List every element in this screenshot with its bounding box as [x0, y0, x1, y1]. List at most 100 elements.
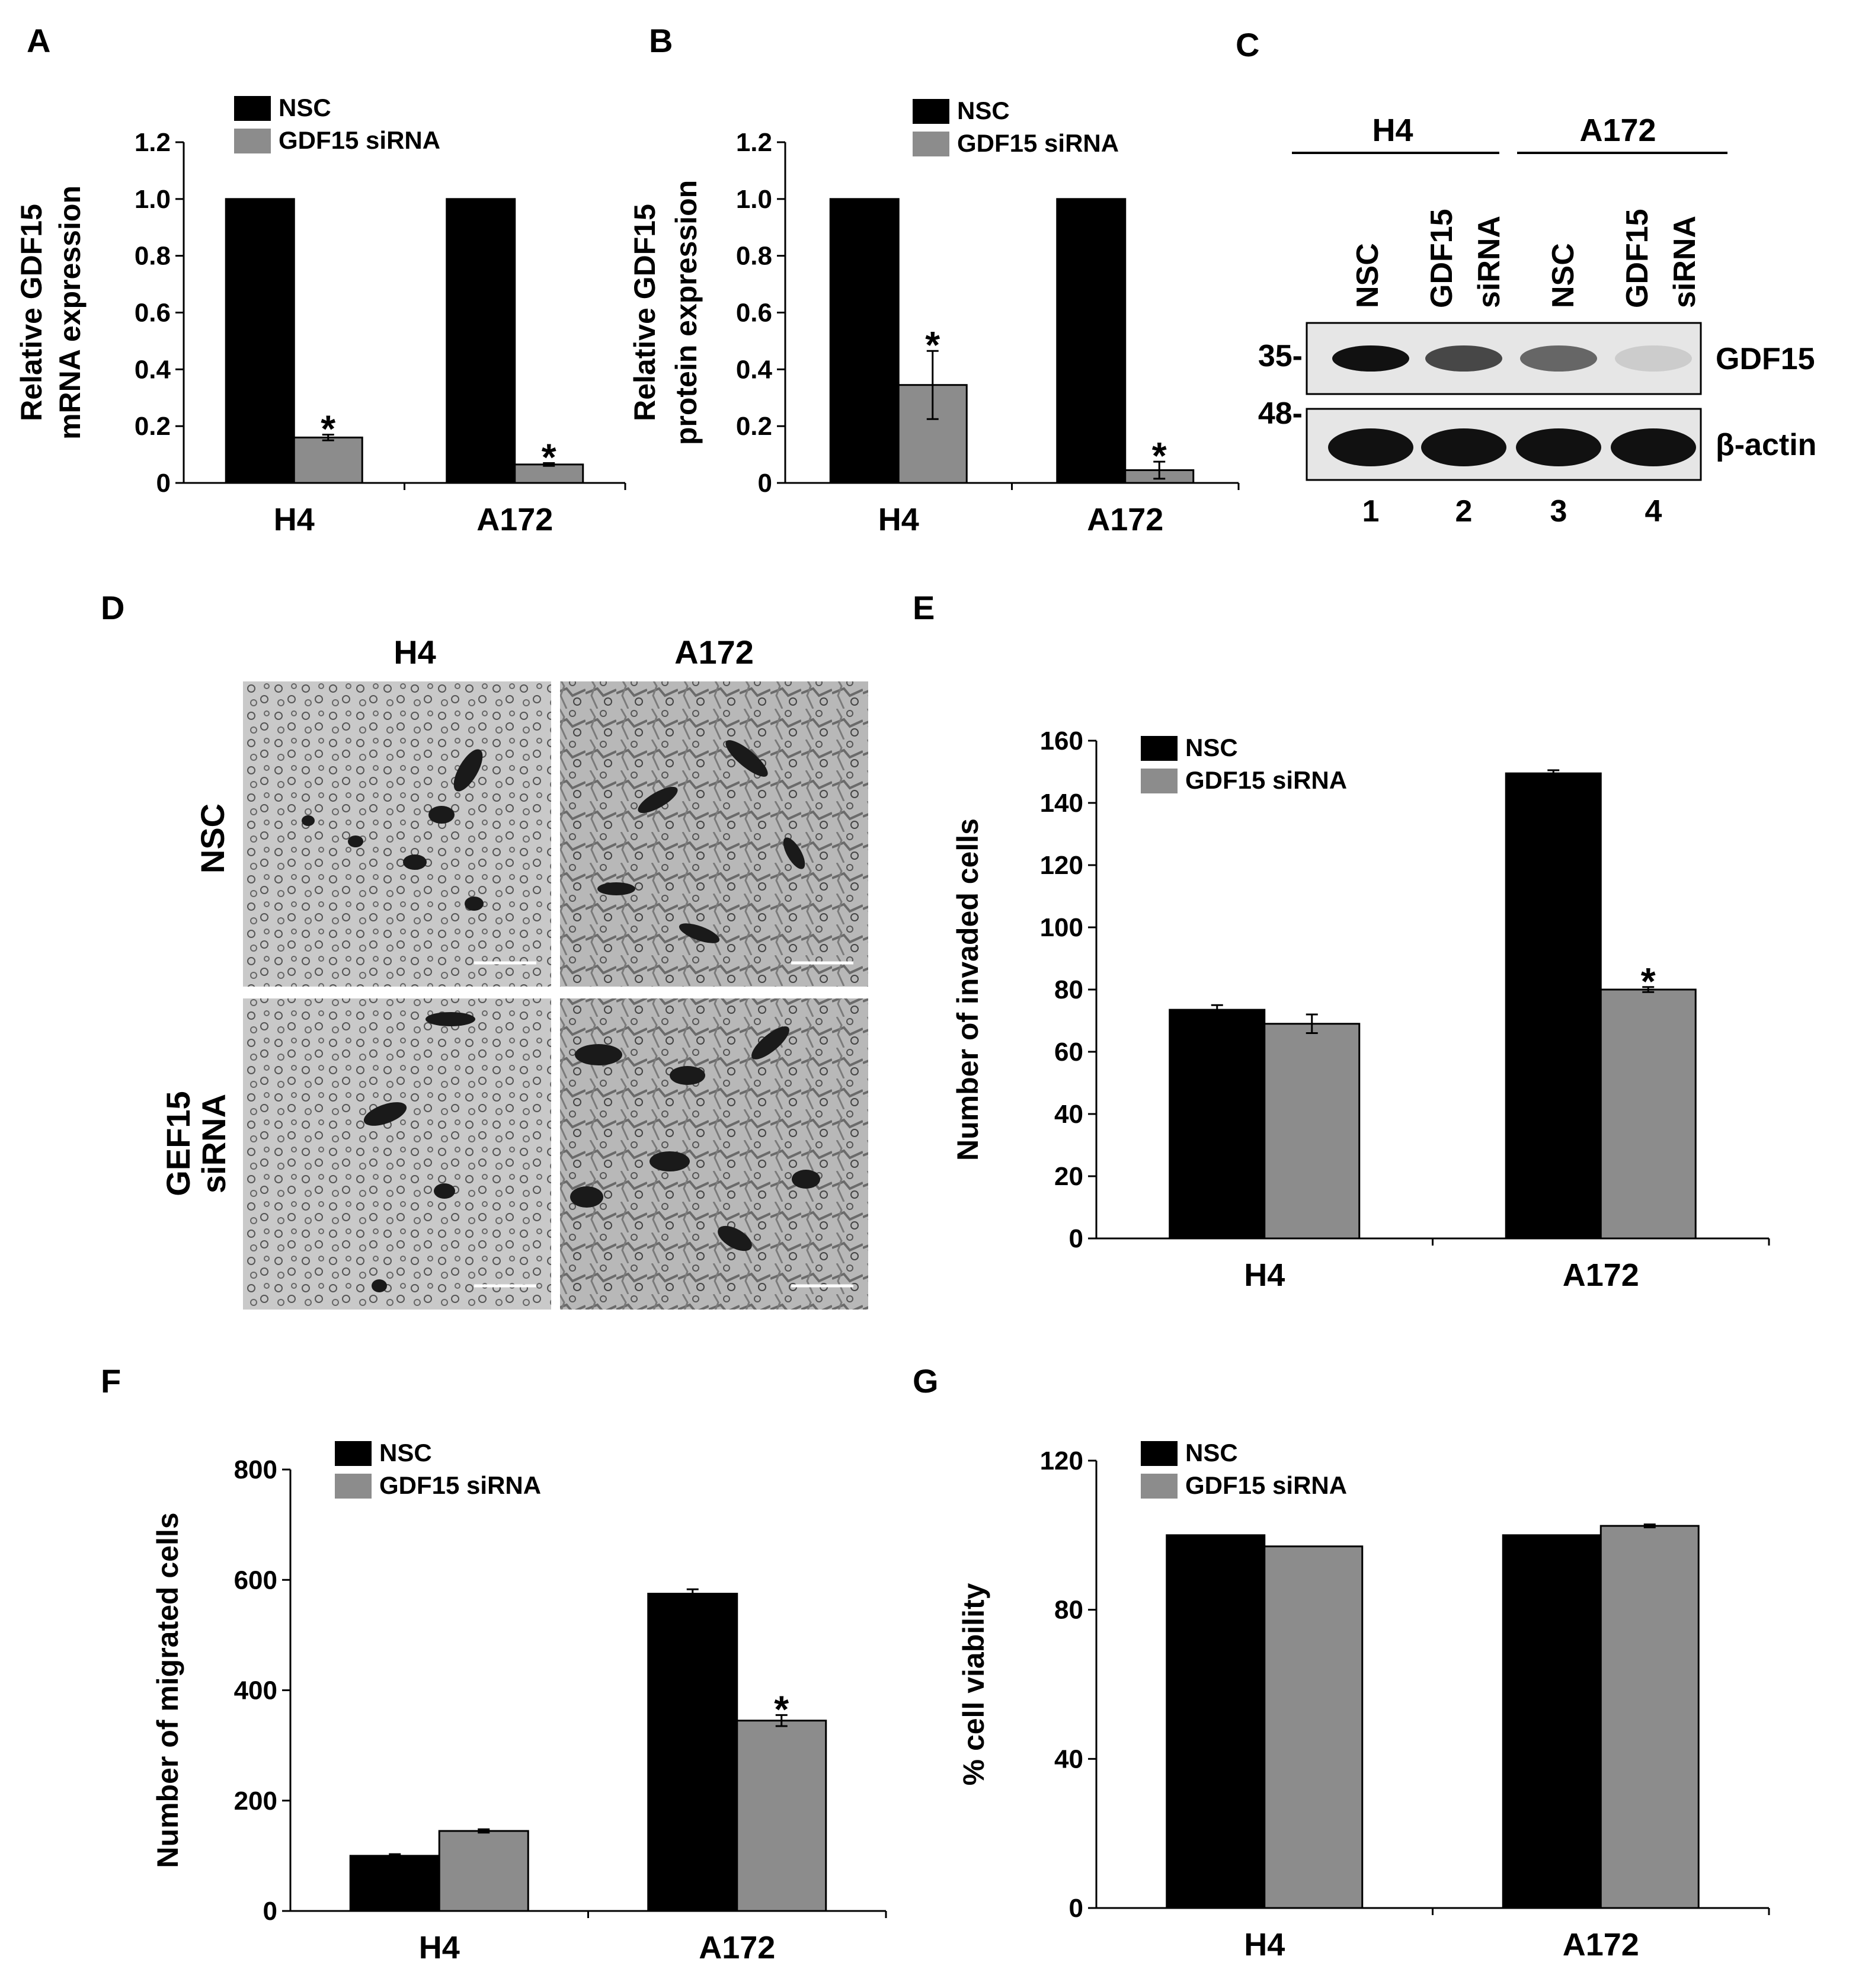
y-tick-label: 40 [1054, 1100, 1083, 1129]
chart-e-invaded-cells: 0 20 40 60 80 100 120 140 160 Number of invaded c… [951, 726, 1770, 1293]
x-category-label: A172 [476, 502, 553, 537]
band-actin-lane-3 [1516, 428, 1601, 466]
y-tick-label: 1.2 [736, 128, 772, 157]
band-gdf15-lane-1 [1332, 345, 1409, 372]
y-tick-label: 200 [234, 1787, 277, 1816]
legend-label-gdf15-sirna: GDF15 siRNA [279, 126, 440, 154]
bar-nsc-a172 [446, 198, 516, 484]
y-tick-label: 80 [1054, 1596, 1083, 1625]
blot-lane-number-4: 4 [1645, 494, 1662, 529]
legend-swatch-nsc [1141, 736, 1178, 761]
blot-band-gdf15: GDF15 [1716, 342, 1815, 376]
y-tick-label: 600 [234, 1566, 277, 1595]
panel-label-e: E [913, 589, 935, 626]
y-tick-label: 140 [1040, 789, 1083, 818]
x-category-label: A172 [1087, 502, 1163, 537]
micrograph-stained-cells [302, 740, 820, 1292]
legend-swatch-gdf15-sirna [913, 132, 949, 156]
bar-gdf15-sirna-h4 [1263, 1023, 1361, 1240]
y-tick-label: 160 [1040, 726, 1083, 755]
band-gdf15-lane-2 [1425, 345, 1502, 372]
blot-lane-4-label-line2: siRNA [1668, 216, 1702, 308]
bar-nsc-h4 [349, 1855, 440, 1912]
y-axis-label: protein expression [670, 180, 703, 445]
bar-gdf15-sirna-a172 [1599, 1525, 1700, 1909]
y-axis-label: Number of invaded cells [951, 818, 984, 1161]
legend-label-gdf15-sirna: GDF15 siRNA [1185, 766, 1347, 794]
significance-marker: * [925, 324, 940, 366]
blot-marker-35: 35- [1258, 339, 1303, 373]
micro-row-nsc: NSC [194, 803, 231, 873]
x-category-label: H4 [878, 502, 919, 537]
micro-row-gef15-line2: siRNA [195, 1094, 232, 1193]
panel-label-a: A [27, 22, 50, 59]
panel-label-g: G [913, 1362, 939, 1400]
y-tick-label: 0.4 [135, 355, 171, 384]
bar-nsc-a172 [647, 1593, 738, 1912]
legend-swatch-nsc [1141, 1441, 1178, 1466]
micrograph-grid: H4 A172 NSC GEF15 siRNA [159, 633, 868, 1310]
bar-nsc-h4 [1169, 1009, 1266, 1240]
bar-nsc-h4 [829, 198, 900, 484]
y-tick-label: 20 [1054, 1162, 1083, 1191]
y-axis-label: Relative GDF15 [628, 204, 661, 421]
legend-label-gdf15-sirna: GDF15 siRNA [379, 1471, 541, 1499]
band-actin-lane-1 [1328, 428, 1413, 466]
y-tick-label: 0 [156, 469, 171, 498]
y-tick-label: 1.0 [135, 185, 171, 214]
blot-lane-2-label-line2: siRNA [1472, 216, 1506, 308]
x-category-label: A172 [1563, 1927, 1639, 1963]
panel-label-f: F [101, 1362, 121, 1400]
legend-label-nsc: NSC [379, 1439, 432, 1467]
chart-b-protein-expression: 0 0.2 0.4 0.6 0.8 1.0 1.2 Relative GDF15 protein… [628, 97, 1240, 537]
micro-row-gef15-line1: GEF15 [159, 1091, 197, 1196]
bar-nsc-a172 [1056, 198, 1127, 484]
y-tick-label: 1.2 [135, 128, 171, 157]
y-tick-label: 0.6 [736, 299, 772, 328]
blot-lane-2-label-line1: GDF15 [1425, 209, 1459, 308]
bar-nsc-a172 [1502, 1534, 1602, 1909]
legend-swatch-gdf15-sirna [1141, 1474, 1178, 1499]
chart-a-mrna-expression: 0 0.2 0.4 0.6 0.8 1.0 1.2 Relative GDF15 mRNA ex… [15, 94, 626, 537]
blot-bands [1328, 345, 1696, 466]
y-tick-label: 0 [263, 1897, 277, 1926]
y-tick-label: 400 [234, 1676, 277, 1705]
micro-col-h4: H4 [393, 633, 436, 671]
bar-nsc-a172 [1505, 772, 1602, 1240]
blot-lane-3-label: NSC [1546, 243, 1581, 308]
bar-gdf15-sirna-h4 [438, 1830, 529, 1912]
y-tick-label: 60 [1054, 1038, 1083, 1067]
y-tick-label: 40 [1054, 1744, 1083, 1773]
legend-label-gdf15-sirna: GDF15 siRNA [1185, 1471, 1347, 1499]
y-tick-label: 1.0 [736, 185, 772, 214]
panel-label-c: C [1236, 26, 1259, 63]
y-axis-label: Number of migrated cells [151, 1512, 184, 1868]
significance-marker: * [774, 1688, 789, 1730]
legend-swatch-gdf15-sirna [1141, 769, 1178, 793]
y-tick-label: 0 [1069, 1224, 1083, 1253]
y-tick-label: 80 [1054, 975, 1083, 1004]
bar-nsc-h4 [225, 198, 295, 484]
significance-marker: * [1152, 434, 1167, 477]
x-category-label: H4 [419, 1930, 460, 1965]
significance-marker: * [542, 436, 556, 478]
legend-label-nsc: NSC [957, 97, 1010, 124]
blot-lane-1-label: NSC [1351, 243, 1385, 308]
panel-label-d: D [101, 589, 124, 626]
band-gdf15-lane-4 [1615, 345, 1692, 372]
y-tick-label: 0.8 [135, 242, 171, 271]
micro-col-a172: A172 [674, 633, 754, 671]
x-category-label: H4 [1244, 1927, 1285, 1963]
blot-group-h4: H4 [1372, 113, 1413, 148]
blot-group-a172: A172 [1579, 113, 1656, 148]
blot-band-actin: β-actin [1716, 428, 1816, 462]
y-axis-label: Relative GDF15 [15, 204, 48, 421]
bar-gdf15-sirna-a172 [736, 1720, 827, 1912]
y-tick-label: 120 [1040, 1446, 1083, 1475]
bar-nsc-h4 [1166, 1534, 1266, 1909]
legend-swatch-gdf15-sirna [234, 129, 271, 153]
significance-marker: * [321, 408, 335, 450]
y-axis-label: mRNA expression [53, 185, 87, 440]
y-tick-label: 0.2 [135, 412, 171, 441]
